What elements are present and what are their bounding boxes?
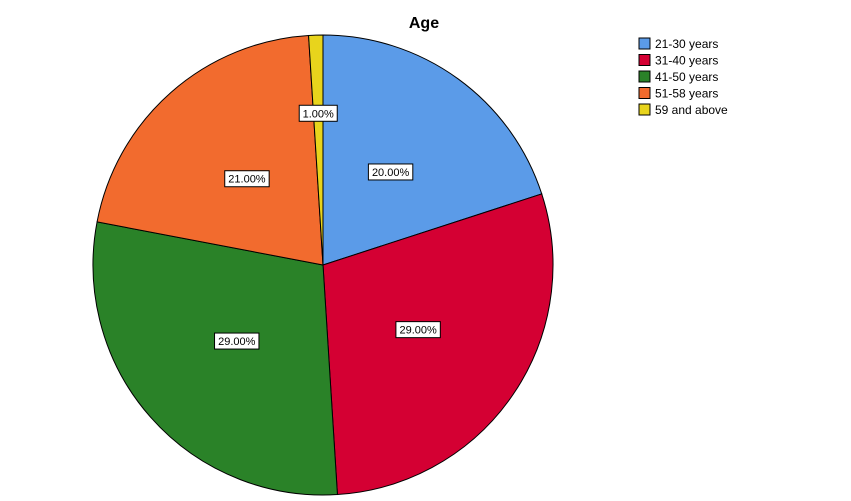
legend-item: 31-40 years — [638, 54, 718, 68]
slice-label-text: 29.00% — [218, 336, 256, 348]
pie-slice-3 — [96, 34, 324, 266]
legend-item: 59 and above — [638, 103, 728, 117]
slice-label-box — [367, 163, 414, 181]
legend-swatch — [638, 103, 651, 116]
legend-label: 51-58 years — [655, 87, 718, 101]
pie-slice-4 — [308, 34, 324, 266]
slice-label-4: 1.00% — [298, 104, 338, 122]
legend-label: 31-40 years — [655, 54, 718, 68]
legend-label: 41-50 years — [655, 70, 718, 84]
legend-swatch — [638, 70, 651, 83]
legend-item: 41-50 years — [638, 70, 718, 84]
slice-label-2: 29.00% — [214, 332, 260, 350]
legend-label: 59 and above — [655, 103, 728, 117]
slice-label-box — [224, 170, 270, 188]
pie-slice-0 — [322, 34, 543, 266]
pie-slice-1 — [322, 193, 554, 496]
pie-slices — [92, 34, 554, 496]
slice-label-text: 20.00% — [372, 167, 410, 179]
legend-label: 21-30 years — [655, 37, 718, 51]
slice-label-1: 29.00% — [395, 321, 441, 339]
slice-labels: 20.00% 29.00% 29.00% 21.00% 1.00% — [214, 104, 441, 350]
legend-swatch — [638, 87, 651, 99]
legend-swatch — [638, 37, 651, 50]
legend: 21-30 years 31-40 years 41-50 years 51-58 y… — [638, 37, 728, 117]
legend-item: 51-58 years — [638, 87, 718, 101]
slice-label-box — [395, 321, 441, 339]
slice-label-3: 21.00% — [224, 170, 270, 188]
slice-label-box — [298, 104, 338, 122]
legend-item: 21-30 years — [638, 37, 718, 51]
slice-label-box — [214, 332, 260, 350]
pie-slice-2 — [92, 221, 338, 496]
slice-label-text: 1.00% — [303, 108, 334, 120]
slice-label-0: 20.00% — [367, 163, 414, 181]
slice-label-text: 29.00% — [399, 325, 437, 337]
slice-label-text: 21.00% — [228, 174, 266, 186]
legend-swatch — [638, 54, 651, 66]
chart-title: Age — [409, 15, 439, 32]
